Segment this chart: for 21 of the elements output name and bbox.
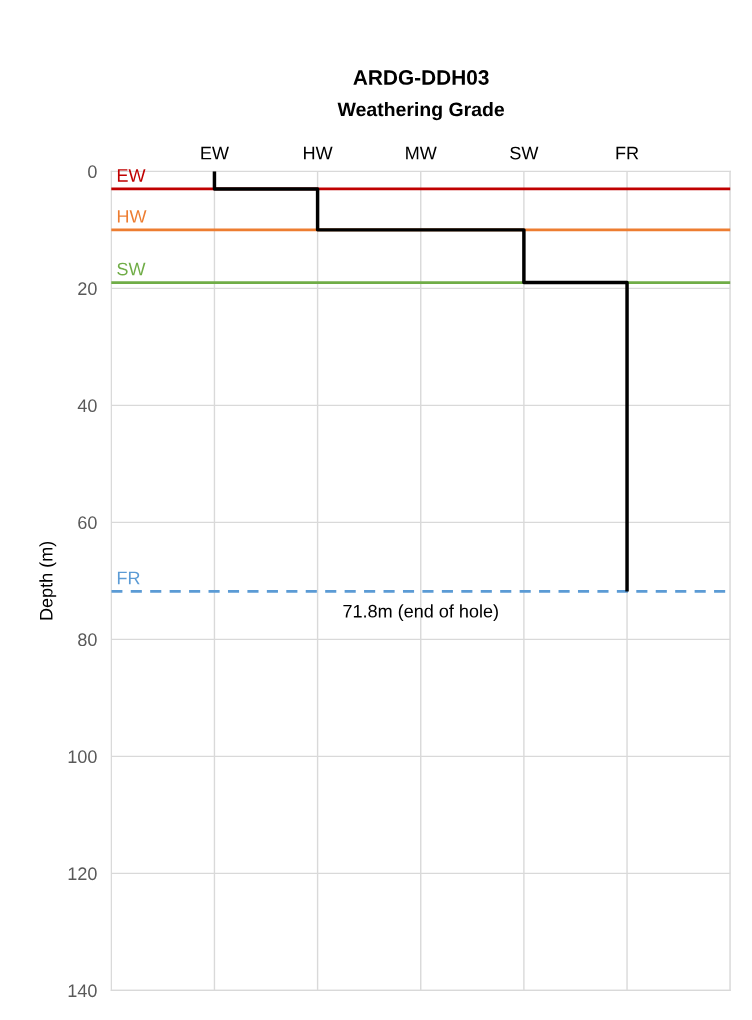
y-tick-label: 140 [68, 984, 97, 998]
annotation: 71.8m (end of hole) [343, 604, 498, 622]
x-tick-label: SW [510, 146, 539, 160]
x-tick-label: MW [406, 146, 437, 160]
chart-subtitle: Weathering Grade [337, 102, 505, 121]
y-tick-label: 120 [68, 867, 97, 881]
x-tick-label: EW [201, 146, 229, 160]
ref-line-label: SW [117, 262, 146, 276]
y-tick-label: 80 [78, 633, 97, 647]
y-tick-label: 0 [88, 165, 97, 179]
ref-line-label: FR [117, 571, 140, 585]
x-tick-label: HW [304, 146, 333, 160]
y-tick-label: 20 [78, 282, 97, 296]
y-tick-label: 100 [68, 750, 97, 764]
x-tick-label: FR [616, 146, 639, 160]
chart-title: ARDG-DDH03 [353, 70, 489, 85]
ref-line-label: EW [117, 169, 146, 182]
ref-line-label: HW [117, 210, 147, 223]
y-tick-label: 40 [77, 399, 97, 413]
y-axis-title: Depth (m) [39, 541, 57, 620]
y-tick-label: 60 [78, 516, 97, 530]
